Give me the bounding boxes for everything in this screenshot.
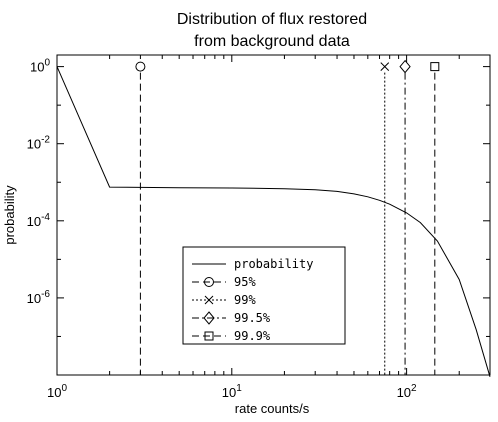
threshold-markers <box>135 59 440 74</box>
x-axis-label: rate counts/s <box>235 401 310 416</box>
y-tick-label: 100 <box>30 58 50 75</box>
y-tick-label: 10-4 <box>27 212 51 229</box>
legend-marker-square <box>204 331 214 341</box>
x-tick-label: 100 <box>47 383 67 400</box>
threshold-lines <box>139 72 436 375</box>
y-axis-label: probability <box>2 185 17 245</box>
legend-entry-label: 99% <box>234 293 256 307</box>
chart-title-line-2: from background data <box>194 33 350 50</box>
x-tick-label: 102 <box>397 383 417 400</box>
y-tick-label: 10-2 <box>27 135 51 152</box>
chart-title-line-1: Distribution of flux restored <box>177 11 367 28</box>
legend-marker-diamond <box>203 311 215 325</box>
legend-entry-label: 99.9% <box>234 329 271 343</box>
x-tick-label: 101 <box>222 383 242 400</box>
plot-area-frame <box>56 54 491 376</box>
legend-entry-label: 95% <box>234 275 256 289</box>
series-line <box>56 66 491 377</box>
legend-marker-x <box>204 295 214 305</box>
threshold-marker-circle <box>135 61 146 72</box>
legend: probability 95% 99% 99.5% 99.9% <box>182 246 346 345</box>
y-axis-ticks: 100 10-2 10-4 10-6 <box>27 58 490 376</box>
legend-entry-label: 99.5% <box>234 311 271 325</box>
legend-entry-label: probability <box>234 257 313 271</box>
series-lines <box>56 66 491 377</box>
threshold-marker-x <box>380 62 390 71</box>
threshold-marker-square <box>430 62 440 72</box>
threshold-marker-diamond <box>399 59 411 74</box>
legend-box <box>182 246 346 345</box>
x-axis-ticks: 100 101 102 <box>47 55 491 400</box>
legend-marker-circle <box>204 277 214 287</box>
y-tick-label: 10-6 <box>27 289 51 306</box>
